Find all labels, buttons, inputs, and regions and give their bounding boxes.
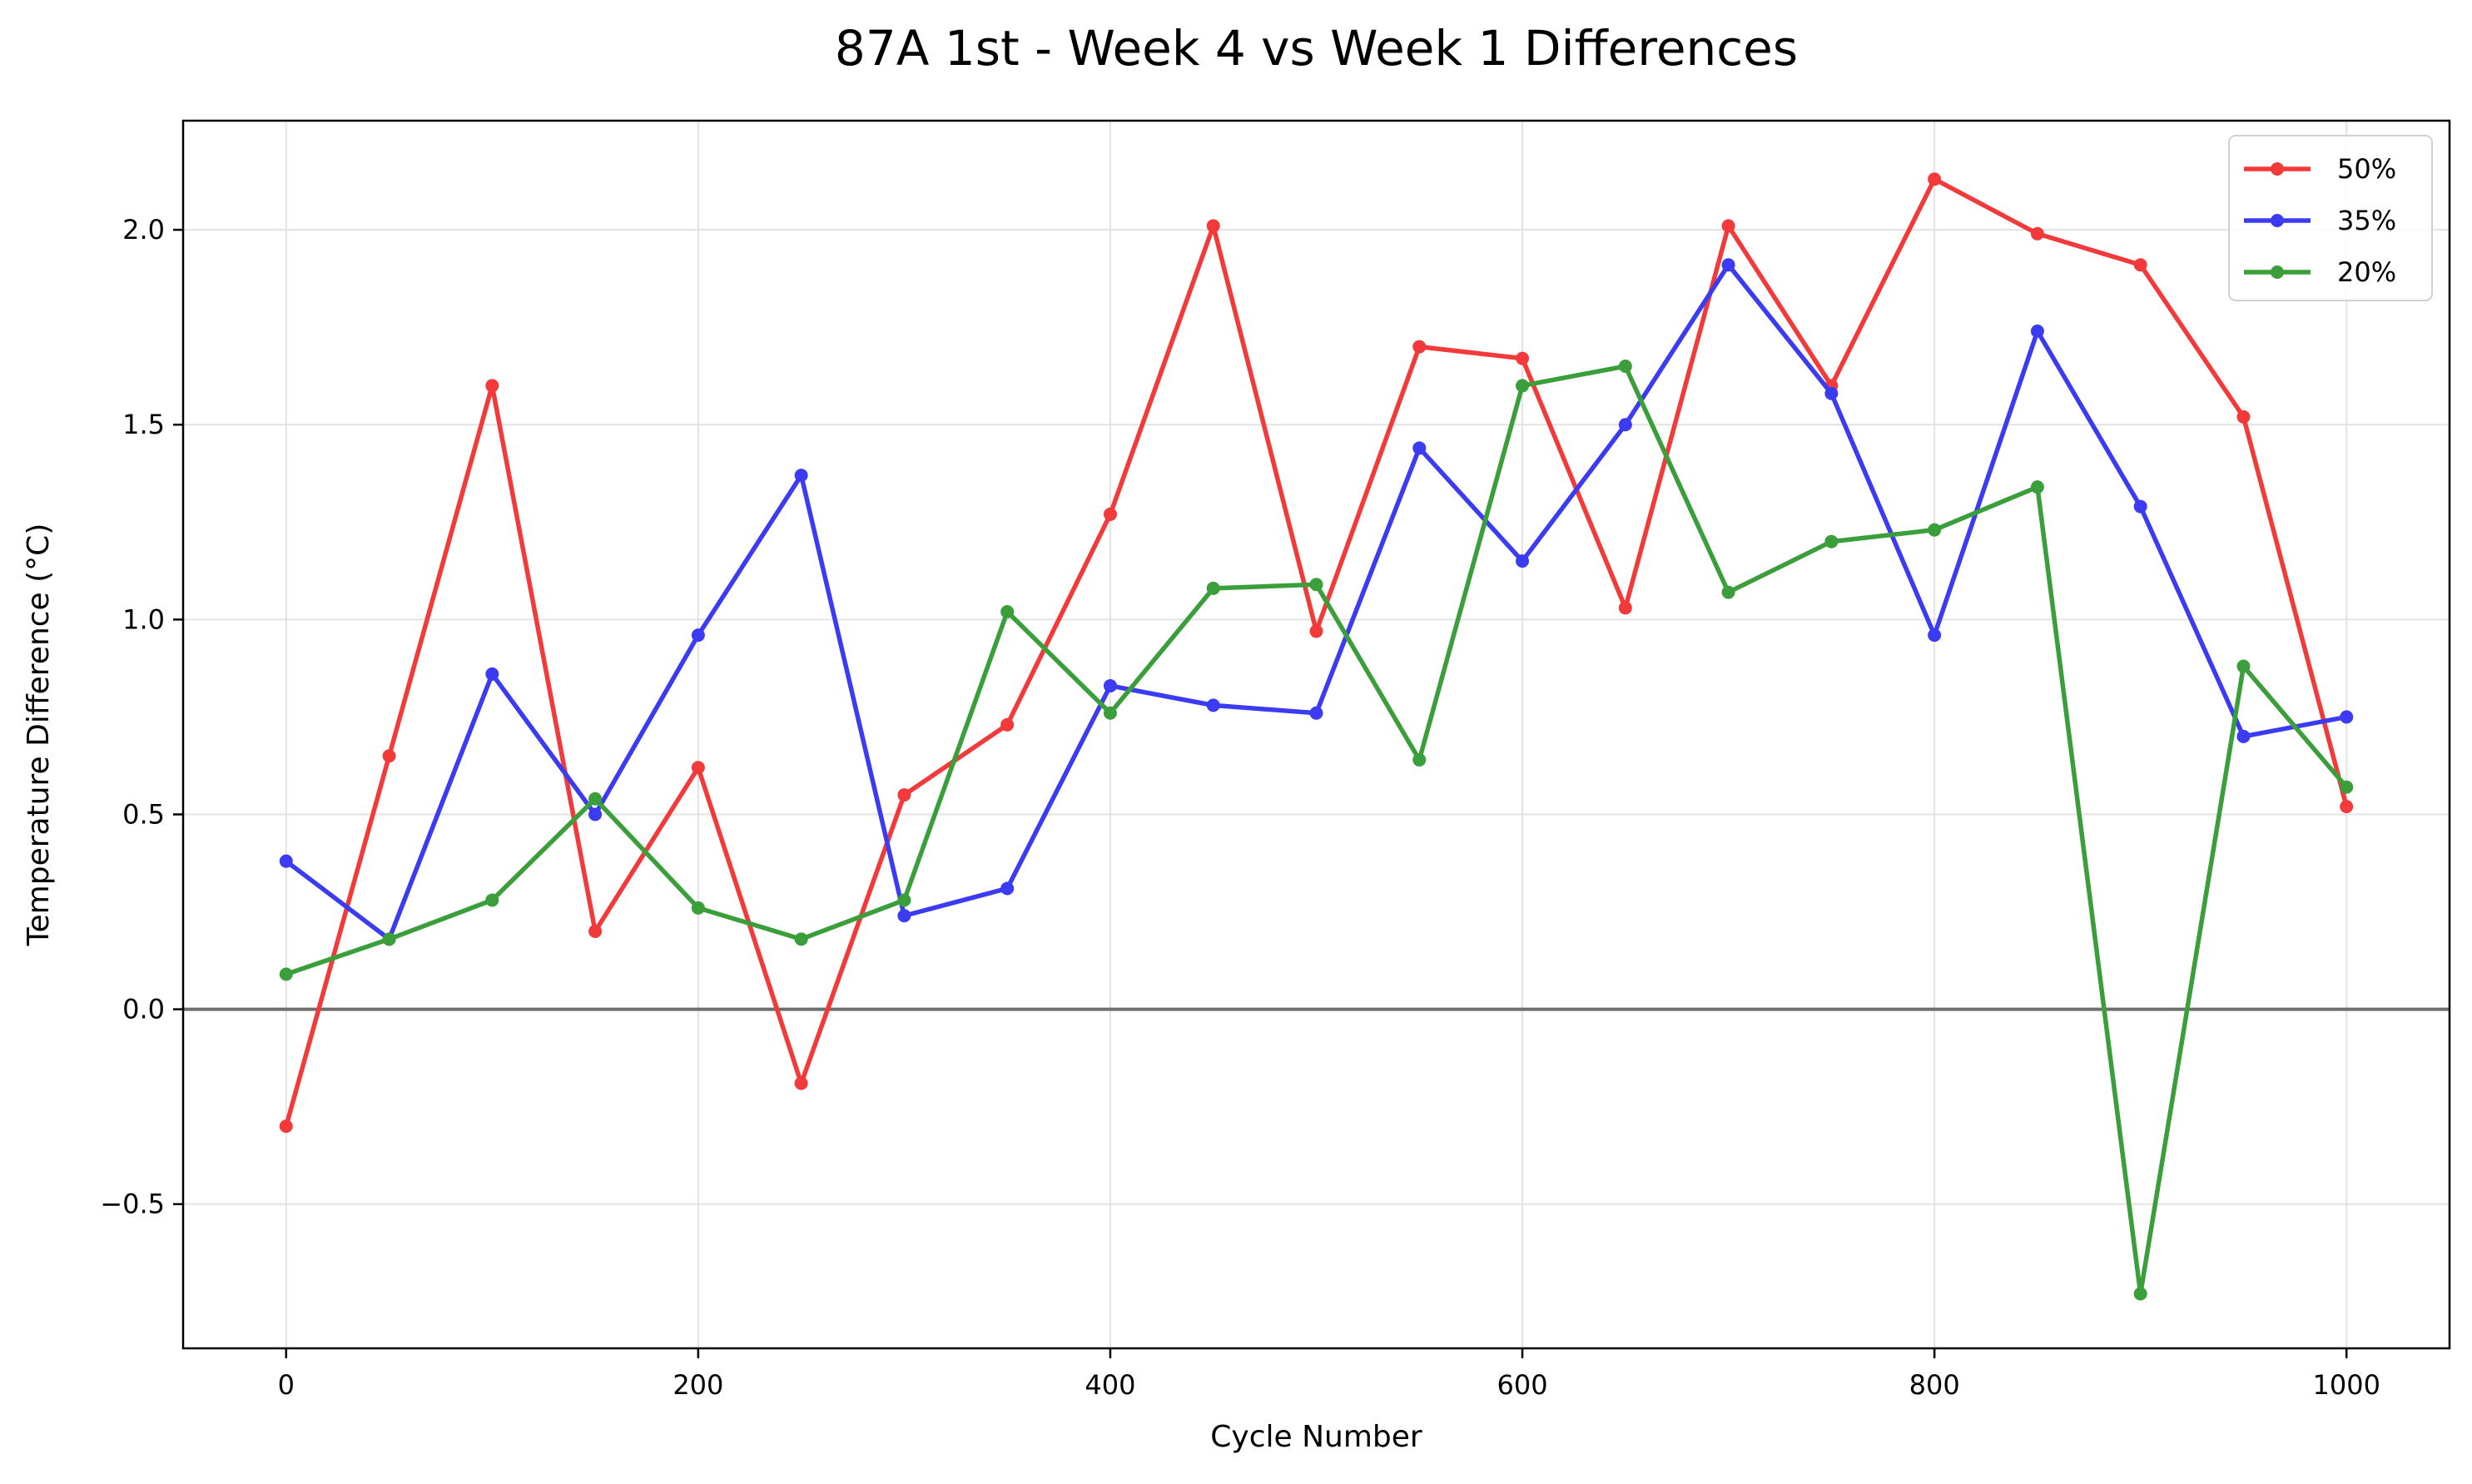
y-tick-label: 1.5 (122, 409, 165, 440)
data-point (1206, 581, 1220, 595)
y-tick-label: −0.5 (100, 1189, 165, 1220)
data-point (2236, 729, 2251, 743)
legend-item: 20% (2244, 256, 2396, 288)
data-point (1618, 418, 1632, 432)
x-tick-label: 600 (1497, 1369, 1548, 1401)
data-point (1928, 628, 1942, 643)
data-point (1721, 585, 1735, 599)
data-point (1412, 441, 1427, 455)
data-point (2340, 710, 2354, 724)
data-point (1618, 601, 1632, 615)
data-point (794, 1076, 808, 1090)
data-point (691, 761, 705, 775)
data-point (1309, 624, 1323, 638)
data-point (2340, 800, 2354, 814)
data-point (691, 901, 705, 915)
data-point (2133, 1287, 2147, 1301)
data-point (382, 932, 396, 946)
data-point (1824, 386, 1839, 400)
data-point (1103, 706, 1117, 720)
data-point (1721, 258, 1735, 272)
data-point (588, 792, 603, 806)
data-point (2030, 226, 2044, 241)
legend-swatch-marker (2271, 214, 2284, 227)
y-tick-label: 0.5 (122, 798, 165, 830)
data-point (1516, 554, 1530, 568)
data-point (485, 893, 499, 907)
plot-frame (181, 119, 2451, 1350)
x-axis-label: Cycle Number (1210, 1420, 1422, 1454)
data-point (1516, 379, 1530, 393)
data-point (1928, 172, 1942, 186)
data-point (1103, 678, 1117, 692)
data-point (794, 469, 808, 483)
data-point (1412, 340, 1427, 354)
x-tick-label: 1000 (2313, 1369, 2380, 1401)
data-point (2133, 499, 2147, 514)
data-point (897, 909, 911, 923)
y-tick-label: 1.0 (122, 603, 165, 635)
legend-label: 35% (2337, 205, 2396, 236)
data-point (1309, 578, 1323, 592)
legend: 50% 35% 20% (2228, 135, 2433, 301)
data-point (2030, 480, 2044, 494)
data-point (2236, 659, 2251, 673)
x-tick-label: 200 (673, 1369, 723, 1401)
data-point (1412, 752, 1427, 767)
data-point (794, 932, 808, 946)
data-point (1000, 605, 1015, 618)
data-point (1000, 881, 1015, 896)
data-point (1000, 717, 1015, 732)
data-point (1206, 698, 1220, 712)
data-point (1309, 706, 1323, 720)
data-point (1103, 507, 1117, 521)
grid-lines (183, 121, 2450, 1348)
series-lines (279, 172, 2354, 1301)
legend-item: 50% (2244, 153, 2396, 185)
series-1 (279, 172, 2354, 1134)
x-tick-label: 400 (1085, 1369, 1135, 1401)
data-point (279, 1119, 293, 1134)
x-tick-label: 800 (1909, 1369, 1960, 1401)
data-point (1928, 523, 1942, 537)
data-point (485, 379, 499, 393)
data-point (382, 749, 396, 763)
legend-box (2228, 135, 2433, 301)
y-tick-label: 2.0 (122, 214, 165, 246)
data-point (1721, 219, 1735, 233)
legend-label: 50% (2337, 153, 2396, 185)
data-point (897, 893, 911, 907)
series-2 (279, 258, 2354, 946)
data-point (485, 667, 499, 681)
data-point (588, 807, 603, 821)
data-point (1516, 351, 1530, 365)
x-tick-label: 0 (278, 1369, 295, 1401)
data-point (1824, 534, 1839, 548)
data-point (279, 854, 293, 868)
data-point (691, 628, 705, 643)
data-point (897, 788, 911, 802)
data-point (1618, 360, 1632, 373)
legend-item: 35% (2244, 205, 2396, 236)
data-point (588, 924, 603, 938)
y-tick-label: 0.0 (122, 994, 165, 1025)
legend-label: 20% (2337, 256, 2396, 288)
data-point (2030, 324, 2044, 338)
data-point (279, 967, 293, 981)
series-3 (279, 360, 2354, 1301)
data-point (1206, 219, 1220, 233)
chart-title: 87A 1st - Week 4 vs Week 1 Differences (835, 20, 1798, 77)
data-point (2133, 258, 2147, 272)
data-point (2236, 409, 2251, 424)
y-axis-label: Temperature Difference (°C) (22, 524, 56, 947)
legend-swatch-marker (2271, 266, 2284, 279)
axis-ticks: 0 200 400 600 800 1000 −0.5 0.0 0.5 1.0 1.5 2.0 (100, 214, 2380, 1401)
legend-swatch-marker (2271, 162, 2284, 176)
data-point (2340, 780, 2354, 794)
